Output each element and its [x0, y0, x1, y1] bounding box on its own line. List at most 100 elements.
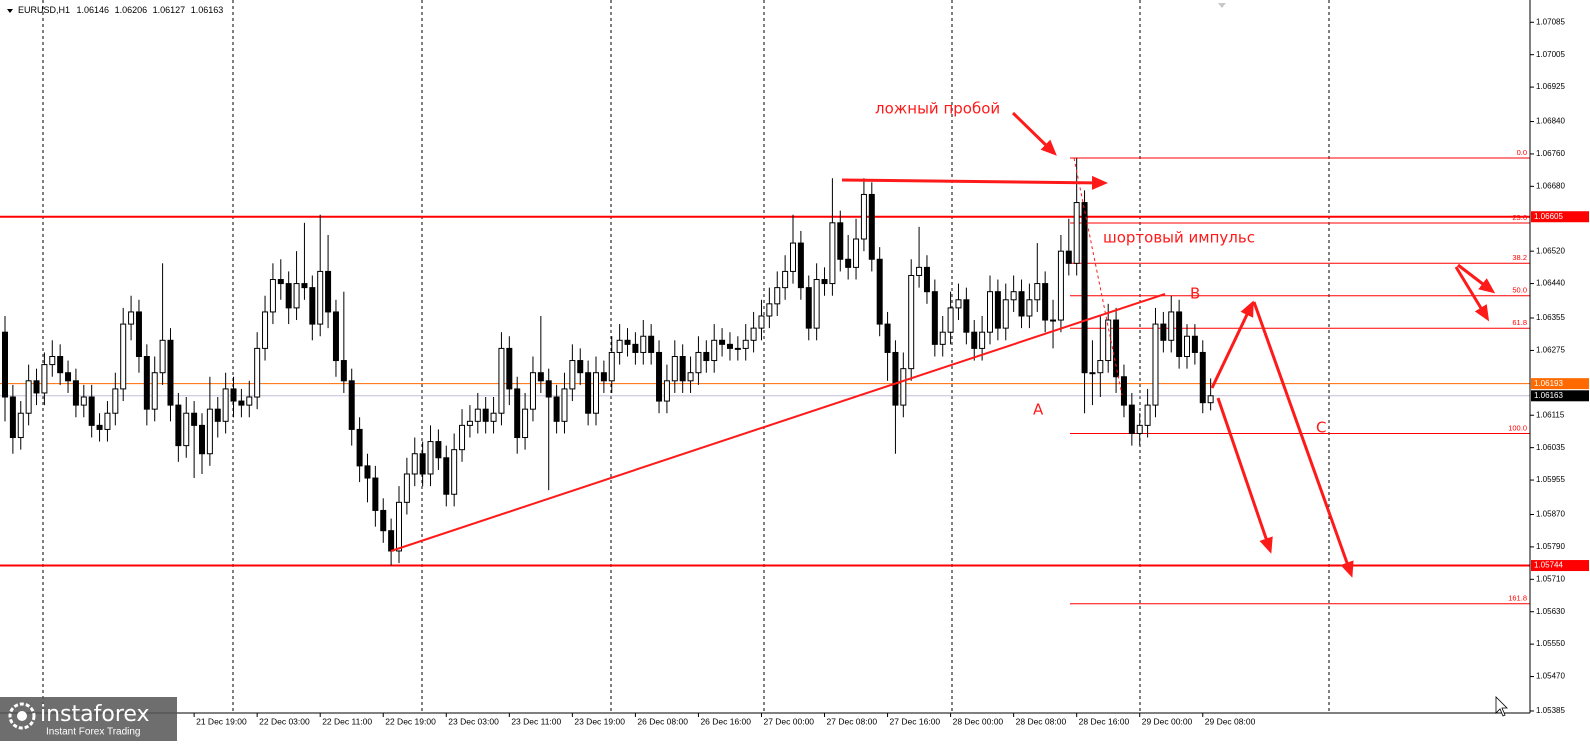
candle-body: [435, 441, 442, 459]
candle-body: [561, 388, 568, 422]
candle-body: [616, 339, 623, 353]
candle-body: [1144, 404, 1151, 426]
candle-body: [600, 372, 607, 382]
candle-body: [396, 501, 402, 552]
y-tick-label: 1.05550: [1536, 639, 1565, 648]
candle-body: [293, 283, 300, 309]
y-tick-label: 1.06680: [1536, 181, 1565, 190]
trend-line: [390, 293, 1166, 552]
x-tick-label: 22 Dec 19:00: [385, 716, 436, 726]
candle-body: [790, 242, 796, 272]
candle-body: [372, 477, 379, 511]
logo-icon: [17, 711, 27, 721]
fibo-baseline: [1073, 157, 1123, 396]
low: 1.06127: [153, 5, 186, 15]
y-tick-label: 1.05955: [1536, 475, 1565, 484]
candle-body: [774, 287, 781, 305]
candle-body: [1191, 335, 1198, 353]
fibo-label: 50.0: [1512, 286, 1527, 295]
y-tick-label: 1.06440: [1536, 279, 1565, 288]
candle-body: [65, 372, 72, 382]
candle-body: [734, 347, 741, 350]
symbol: EURUSD,H1: [18, 5, 70, 15]
candle-body: [325, 270, 332, 313]
candle-body: [687, 372, 694, 382]
y-tick-label: 1.05385: [1536, 706, 1565, 715]
shift-marker[interactable]: [1218, 3, 1226, 8]
candle-body: [845, 258, 852, 268]
candle-body: [388, 530, 395, 552]
candle-body: [1081, 202, 1088, 374]
candle-body: [1128, 404, 1135, 434]
candle-body: [640, 335, 647, 353]
candle-body: [1050, 319, 1057, 322]
x-tick-label: 29 Dec 08:00: [1205, 716, 1256, 726]
candle-body: [214, 408, 221, 422]
candle-body: [364, 465, 371, 479]
candle-body: [585, 372, 592, 414]
candle-body: [726, 343, 733, 349]
candle-body: [466, 420, 473, 426]
candle-body: [332, 311, 339, 362]
candle-body: [309, 287, 316, 325]
candle-body: [1057, 250, 1064, 321]
candle-body: [33, 380, 40, 394]
candle-body: [916, 266, 923, 276]
candle-body: [593, 372, 599, 414]
candle-body: [104, 412, 111, 430]
candle-body: [1113, 319, 1120, 378]
candle-body: [632, 343, 639, 353]
candle-body: [829, 222, 836, 285]
candle-body: [758, 315, 765, 329]
candle-body: [1010, 291, 1017, 301]
candle-body: [88, 396, 95, 426]
menu-icon[interactable]: [7, 9, 13, 13]
x-tick-label: 27 Dec 00:00: [763, 716, 814, 726]
candle-body: [1136, 424, 1143, 434]
annotation: шортовый импульс: [1103, 229, 1255, 247]
candle-body: [679, 356, 686, 382]
candle-body: [624, 339, 631, 345]
drawings: [390, 111, 1496, 578]
candle-body: [577, 360, 584, 374]
price-line-box: [1531, 378, 1589, 390]
arrow: [1210, 300, 1254, 389]
candle-body: [277, 279, 284, 285]
candle-body: [356, 428, 363, 467]
candle-body: [206, 408, 213, 455]
x-tick-label: 27 Dec 08:00: [827, 716, 878, 726]
candle-body: [411, 453, 418, 475]
y-tick-label: 1.07085: [1536, 17, 1565, 26]
x-tick-label: 23 Dec 19:00: [574, 716, 625, 726]
annotation: A: [1033, 401, 1044, 419]
candle-body: [837, 222, 844, 260]
candle-body: [766, 303, 773, 317]
candle-body: [222, 388, 229, 422]
candle-body: [821, 279, 828, 285]
candle-body: [1152, 323, 1159, 406]
candle-body: [514, 388, 521, 439]
arrow: [1252, 301, 1354, 578]
candle-body: [971, 331, 978, 349]
candle-body: [238, 400, 245, 406]
candle-body: [1002, 299, 1009, 329]
candle-body: [1105, 319, 1112, 362]
candle-body: [443, 457, 450, 495]
candle-body: [285, 283, 292, 309]
candle-body: [750, 327, 757, 341]
candle-body: [711, 339, 718, 362]
x-tick-label: 22 Dec 11:00: [322, 716, 372, 726]
candle-body: [112, 388, 119, 414]
candle-body: [569, 360, 576, 390]
candle-body: [963, 299, 970, 333]
arrow: [1011, 111, 1057, 156]
candle-body: [703, 351, 710, 362]
candle-body: [175, 404, 182, 447]
candle-body: [1065, 250, 1072, 264]
y-tick-label: 1.05470: [1536, 672, 1565, 681]
candle-body: [947, 307, 954, 333]
candle-body: [853, 238, 860, 268]
candle-body: [663, 380, 670, 402]
candle-body: [1184, 335, 1190, 358]
